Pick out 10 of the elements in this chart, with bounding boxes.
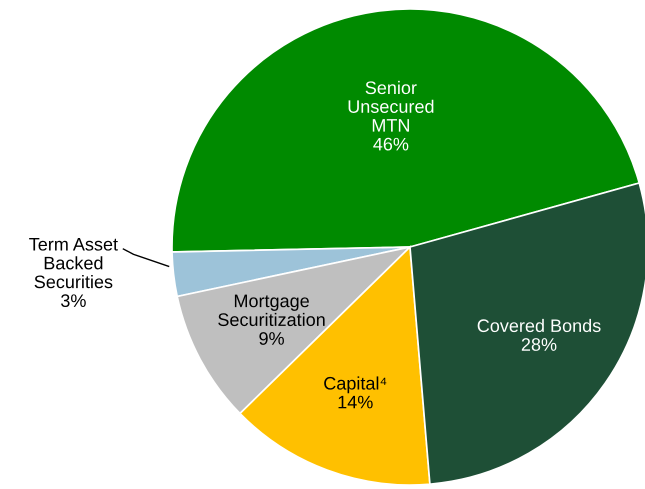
data-label: 3% [61,294,86,308]
slice-label: Capital⁴ [324,376,386,394]
data-label: 28% [522,338,556,351]
data-label: 14% [338,396,373,408]
slice-label: Mortgage Securitization [218,294,325,326]
slice-label: Senior Unsecured MTN [348,80,434,132]
data-label: 9% [259,332,284,345]
slice-label: Term Asset Backed Securities [29,238,118,288]
data-label: 46% [373,138,408,151]
slice-label: Covered Bonds [478,318,601,332]
